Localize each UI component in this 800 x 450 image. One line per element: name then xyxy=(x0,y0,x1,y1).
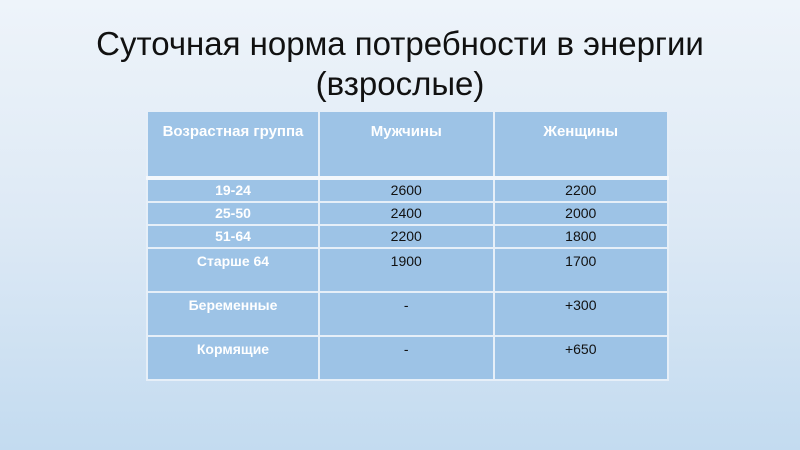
cell-women: 1700 xyxy=(492,247,669,293)
cell-women: 2200 xyxy=(492,177,669,203)
cell-women: +300 xyxy=(492,291,669,337)
table-row: 19-24 2600 2200 xyxy=(146,177,669,203)
cell-age-group: 19-24 xyxy=(146,177,320,203)
cell-men: - xyxy=(318,291,495,337)
cell-men: 1900 xyxy=(318,247,495,293)
header-age-group: Возрастная группа xyxy=(146,110,320,180)
header-women: Женщины xyxy=(492,110,669,180)
table-header-row: Возрастная группа Мужчины Женщины xyxy=(146,110,669,180)
cell-age-group: Беременные xyxy=(146,291,320,337)
cell-age-group: 51-64 xyxy=(146,224,320,249)
cell-men: - xyxy=(318,335,495,381)
table-row: Кормящие - +650 xyxy=(146,335,669,381)
cell-age-group: Старше 64 xyxy=(146,247,320,293)
cell-age-group: 25-50 xyxy=(146,201,320,226)
header-men: Мужчины xyxy=(318,110,495,180)
table-row: 51-64 2200 1800 xyxy=(146,224,669,249)
title-line-1: Суточная норма потребности в энергии xyxy=(96,25,704,62)
title-line-2: (взрослые) xyxy=(315,65,485,102)
table-row: Старше 64 1900 1700 xyxy=(146,247,669,293)
cell-age-group: Кормящие xyxy=(146,335,320,381)
cell-men: 2200 xyxy=(318,224,495,249)
cell-men: 2400 xyxy=(318,201,495,226)
cell-men: 2600 xyxy=(318,177,495,203)
cell-women: +650 xyxy=(492,335,669,381)
cell-women: 2000 xyxy=(492,201,669,226)
energy-norms-table: Возрастная группа Мужчины Женщины 19-24 2… xyxy=(146,110,669,381)
slide-title: Суточная норма потребности в энергии (вз… xyxy=(0,24,800,104)
table-row: 25-50 2400 2000 xyxy=(146,201,669,226)
cell-women: 1800 xyxy=(492,224,669,249)
table-row: Беременные - +300 xyxy=(146,291,669,337)
